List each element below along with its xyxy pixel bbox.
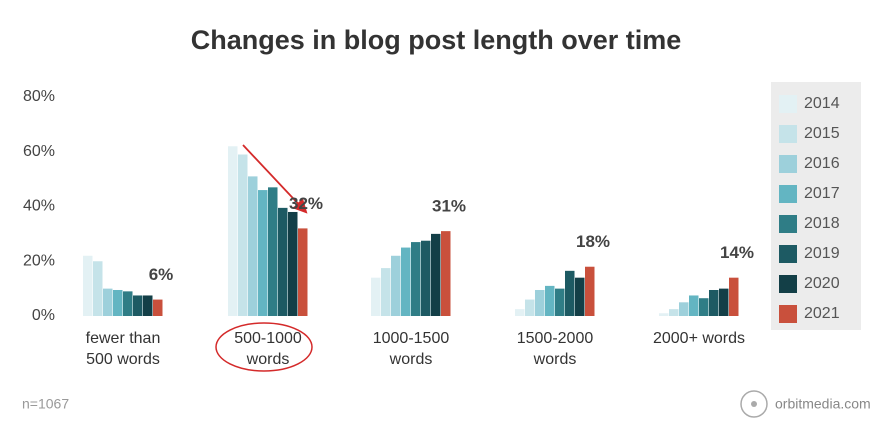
- bar: [515, 309, 525, 316]
- legend-swatch: [779, 305, 797, 323]
- bar: [669, 309, 679, 316]
- y-tick-label: 80%: [23, 88, 55, 105]
- sample-size: n=1067: [22, 396, 69, 412]
- bar: [278, 207, 288, 316]
- data-label: 14%: [720, 243, 754, 262]
- x-tick-label: 1500-2000 words: [516, 330, 594, 368]
- bar: [411, 242, 421, 316]
- bar: [525, 299, 535, 316]
- legend-label: 2015: [804, 125, 840, 142]
- x-tick-label: 2000+ words: [652, 330, 746, 347]
- legend-label: 2021: [804, 305, 840, 322]
- bar: [659, 313, 669, 316]
- bar: [288, 211, 298, 316]
- legend-swatch: [779, 275, 797, 293]
- legend-swatch: [779, 245, 797, 263]
- legend-label: 2014: [804, 95, 840, 112]
- bar: [401, 247, 411, 316]
- y-tick-label: 0%: [32, 307, 55, 324]
- bar: [371, 277, 381, 316]
- bar: [133, 295, 143, 316]
- y-tick-label: 40%: [23, 198, 55, 215]
- bar: [248, 176, 258, 316]
- logo-dot: [751, 401, 757, 407]
- bar: [535, 289, 545, 316]
- legend-label: 2019: [804, 245, 840, 262]
- legend-swatch: [779, 215, 797, 233]
- legend-swatch: [779, 185, 797, 203]
- bar: [441, 231, 451, 316]
- y-tick-label: 20%: [23, 252, 55, 269]
- bar: [585, 266, 595, 316]
- bar: [103, 288, 113, 316]
- data-label: 31%: [432, 197, 466, 216]
- chart-title: Changes in blog post length over time: [191, 25, 682, 55]
- bar: [143, 295, 153, 316]
- bar: [268, 187, 278, 316]
- data-label: 6%: [149, 265, 174, 284]
- bar: [719, 288, 729, 316]
- bar: [123, 291, 133, 316]
- legend-swatch: [779, 125, 797, 143]
- bar: [729, 277, 739, 316]
- bar: [575, 277, 585, 316]
- bar: [153, 299, 163, 316]
- bar: [238, 154, 248, 316]
- x-tick-label: 500-1000 words: [234, 330, 302, 368]
- bar: [228, 146, 238, 316]
- bar: [391, 255, 401, 316]
- highlight-circle: [215, 322, 313, 372]
- logo: [740, 390, 768, 418]
- legend-swatch: [779, 155, 797, 173]
- bar: [381, 268, 391, 316]
- bar: [545, 285, 555, 316]
- bar: [679, 302, 689, 316]
- source: orbitmedia.com: [775, 396, 871, 412]
- bar: [93, 261, 103, 316]
- legend-label: 2018: [804, 215, 840, 232]
- y-tick-label: 60%: [23, 143, 55, 160]
- bar: [298, 228, 308, 316]
- bar: [689, 295, 699, 316]
- bar: [709, 289, 719, 316]
- trend-arrow: [242, 144, 308, 214]
- data-label: 32%: [289, 194, 323, 213]
- bar: [83, 255, 93, 316]
- bar: [421, 240, 431, 316]
- bar: [431, 233, 441, 316]
- legend-label: 2017: [804, 185, 840, 202]
- legend-label: 2020: [804, 275, 840, 292]
- x-tick-label: fewer than 500 words: [85, 330, 161, 368]
- legend-label: 2016: [804, 155, 840, 172]
- bar: [699, 298, 709, 316]
- data-label: 18%: [576, 232, 610, 251]
- bar: [258, 190, 268, 316]
- bar: [555, 288, 565, 316]
- legend-swatch: [779, 95, 797, 113]
- bar: [565, 270, 575, 316]
- bar: [113, 289, 123, 316]
- x-tick-label: 1000-1500 words: [372, 330, 450, 368]
